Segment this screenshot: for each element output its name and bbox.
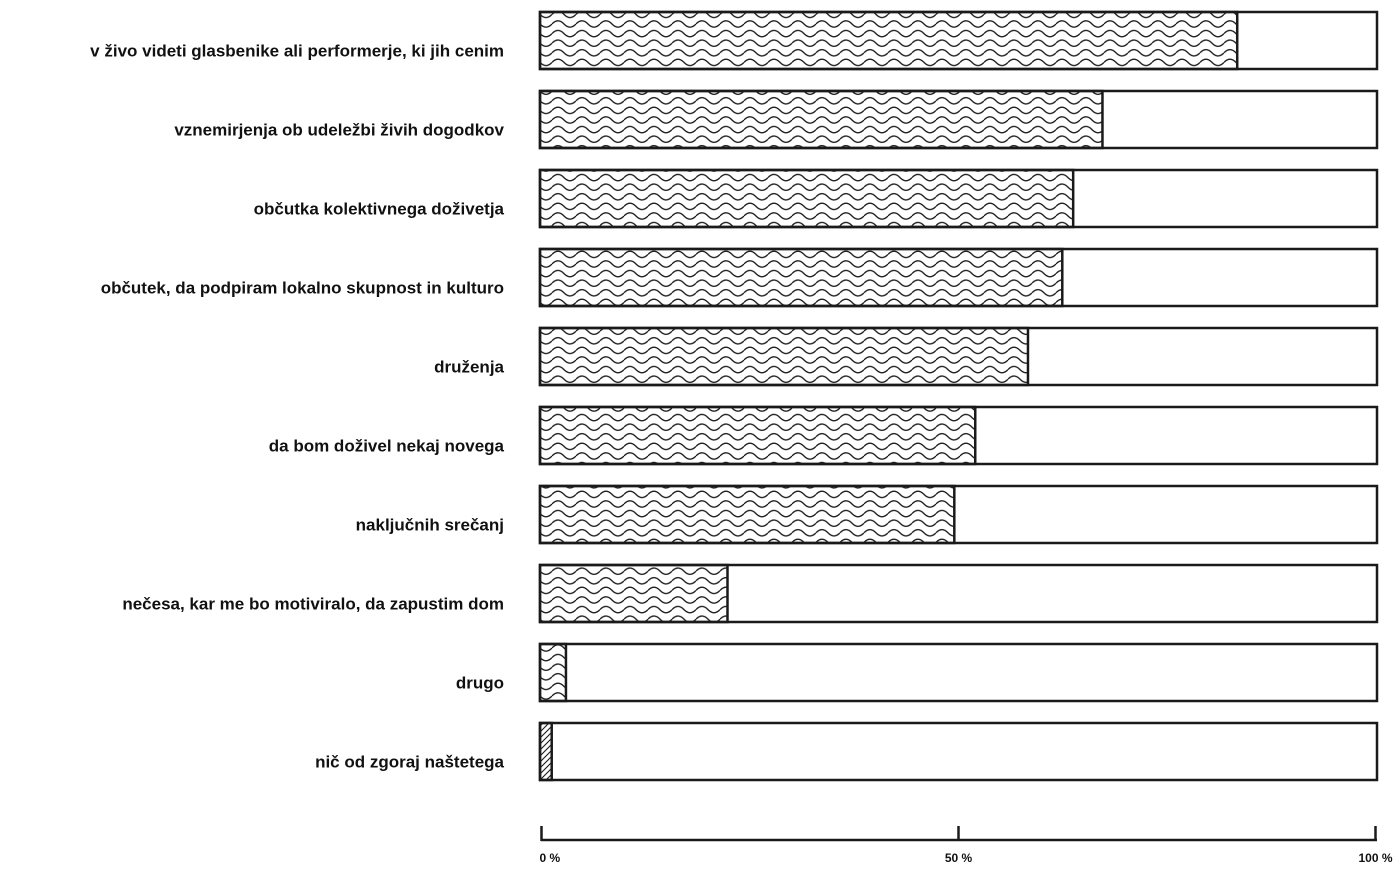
bar [538,10,1239,71]
category-label: drugo [456,674,504,693]
bar [538,563,729,624]
category-label: vznemirjenja ob udeležbi živih dogodkov [174,121,504,140]
bar-row [538,484,1379,545]
x-tick-label: 0 % [540,851,561,865]
category-label: da bom doživel nekaj novega [269,437,505,456]
category-label: nečesa, kar me bo motiviralo, da zapusti… [122,595,504,614]
bar [538,89,1104,150]
bar [538,168,1075,229]
x-tick-label: 100 % [1358,851,1392,865]
bar-track [538,642,1379,703]
bar [538,642,568,703]
bar-row [538,563,1379,624]
category-label: druženja [434,358,504,377]
bar-row [538,168,1379,229]
category-label: nič od zgoraj naštetega [315,753,504,772]
x-tick-label: 50 % [945,851,973,865]
bar-track [538,721,1379,782]
bar-row [538,405,1379,466]
category-label: v živo videti glasbenike ali performerje… [90,42,504,61]
bar-row [538,721,1379,782]
bar [538,247,1064,308]
category-label: naključnih srečanj [356,516,504,535]
category-label: občutek, da podpiram lokalno skupnost in… [101,279,504,298]
bar-row [538,642,1379,703]
bar-row [538,89,1379,150]
bar-row [538,326,1379,387]
bar [538,721,553,782]
bar-row [538,247,1379,308]
category-label: občutka kolektivnega doživetja [254,200,505,219]
bar [538,405,977,466]
bar [538,484,956,545]
bar [538,326,1030,387]
bar-row [538,10,1379,71]
